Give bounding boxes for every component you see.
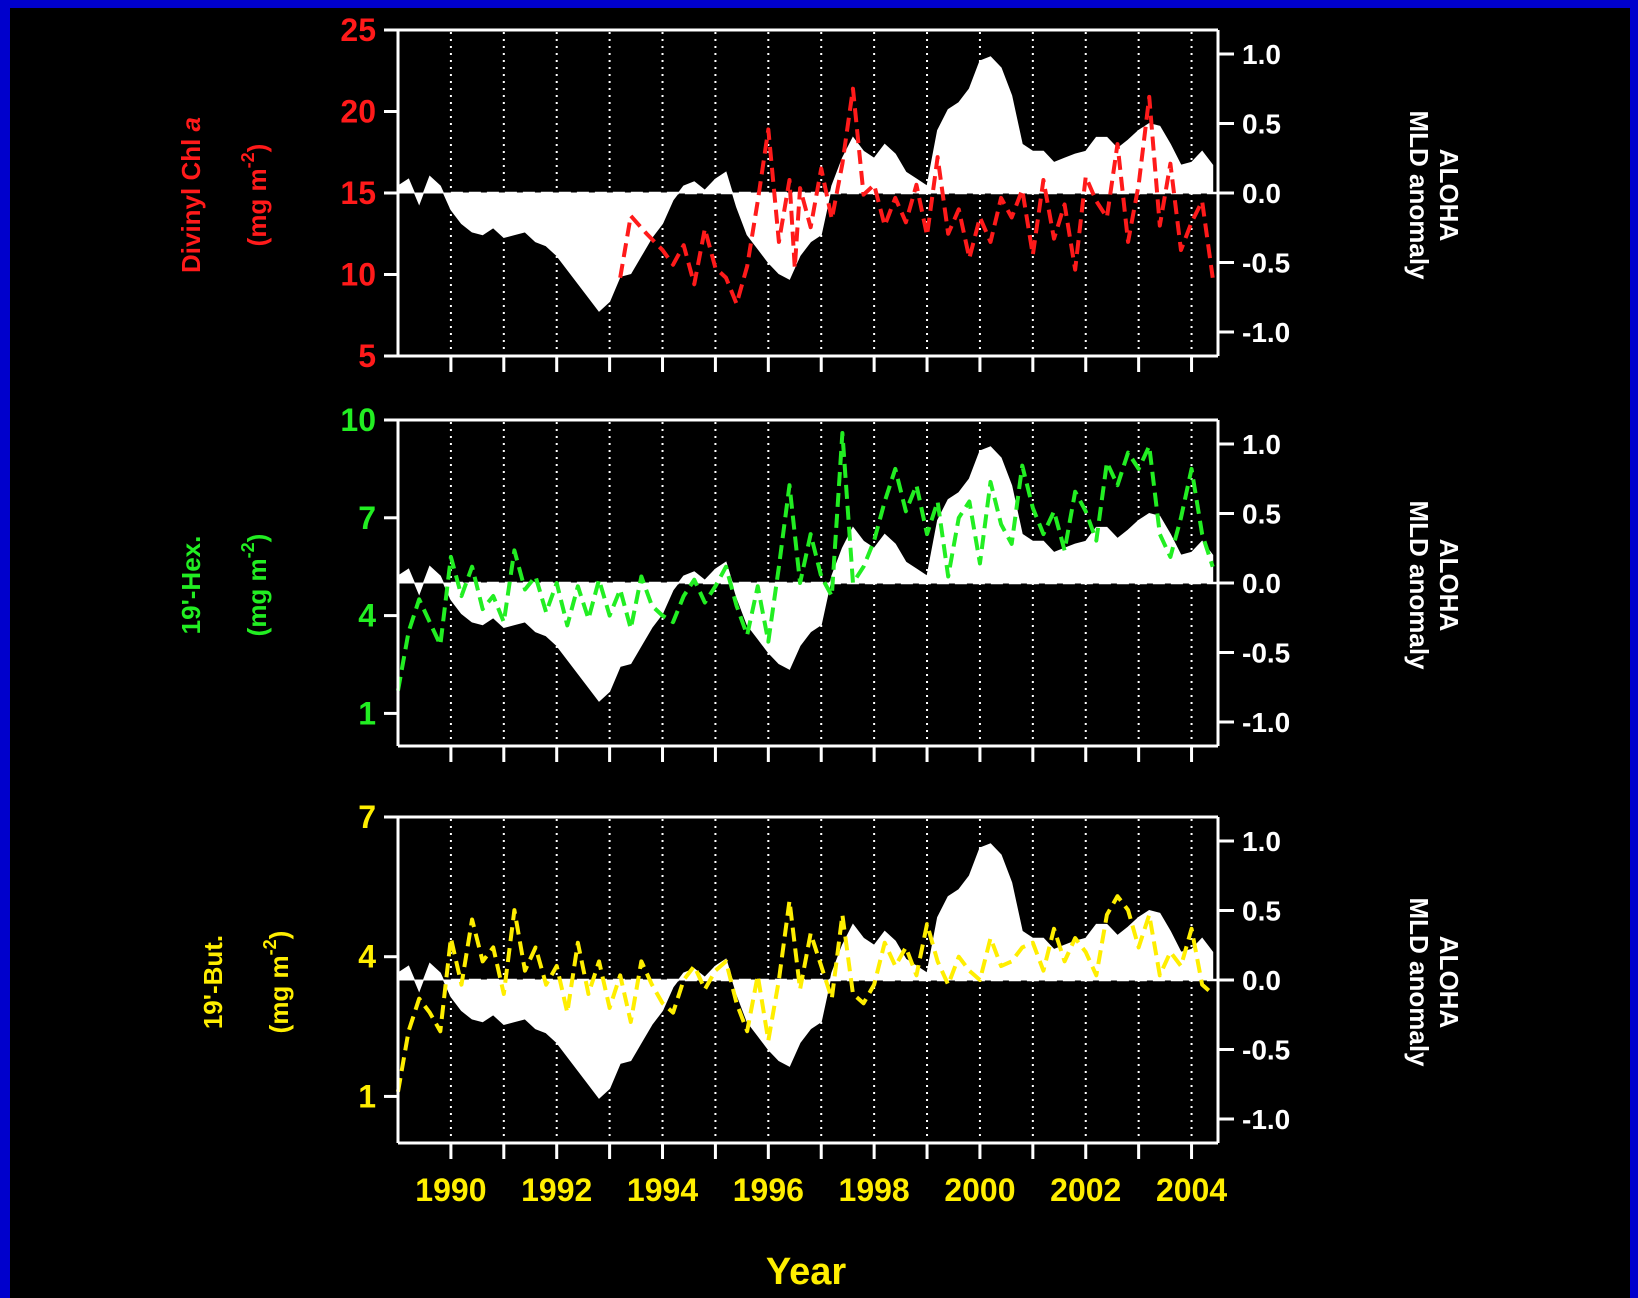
right-tick-label: 1.0 — [1242, 826, 1281, 857]
svg-text:Divinyl Chl a: Divinyl Chl a — [176, 117, 206, 273]
panel-3-right-label-line2: MLD anomaly — [1404, 897, 1434, 1067]
panel-1-left-label-italic: a — [176, 117, 206, 131]
svg-text:(mg m-2): (mg m-2) — [238, 534, 272, 637]
right-tick-label: 0.0 — [1242, 965, 1281, 996]
right-tick-label: -1.0 — [1242, 317, 1290, 348]
right-tick-label: -0.5 — [1242, 638, 1290, 669]
pigment-series-line — [396, 431, 1215, 691]
year-tick-label-1994: 1994 — [627, 1172, 698, 1208]
panel-3-right-label-line1: ALOHA — [1434, 936, 1464, 1029]
right-tick-label: -1.0 — [1242, 1104, 1290, 1135]
right-tick-label: 0.5 — [1242, 109, 1281, 140]
right-tick-label: 1.0 — [1242, 39, 1281, 70]
left-tick-label: 7 — [358, 799, 376, 835]
panel-1-right-label-line2: MLD anomaly — [1404, 110, 1434, 280]
panel-2-left-label-close: ) — [242, 534, 272, 543]
panel-3-left-label-line1: 19'-But. — [198, 935, 228, 1029]
left-tick-label: 20 — [340, 94, 376, 130]
year-tick-label-1998: 1998 — [839, 1172, 910, 1208]
panel-2-left-label-line1: 19'-Hex. — [176, 536, 206, 635]
right-tick-label: -0.5 — [1242, 1035, 1290, 1066]
pigment-series-line — [618, 86, 1215, 306]
left-tick-label: 10 — [340, 402, 376, 438]
right-tick-label: -0.5 — [1242, 248, 1290, 279]
pigment-series-line — [396, 894, 1215, 1093]
left-tick-label: 4 — [358, 598, 376, 634]
right-tick-label: 1.0 — [1242, 429, 1281, 460]
panel-3-left-label-sup: -2 — [260, 939, 280, 955]
svg-text:(mg m-2): (mg m-2) — [238, 144, 272, 247]
svg-text:(mg m-2): (mg m-2) — [260, 931, 294, 1034]
left-tick-label: 1 — [358, 695, 376, 731]
panel-2-right-label-line1: ALOHA — [1434, 539, 1464, 632]
left-tick-label: 5 — [358, 338, 376, 374]
right-tick-label: -1.0 — [1242, 707, 1290, 738]
panel-1-left-label-close: ) — [242, 144, 272, 153]
left-tick-label: 15 — [340, 175, 376, 211]
x-axis-label: Year — [766, 1251, 847, 1293]
right-tick-label: 0.0 — [1242, 178, 1281, 209]
left-tick-label: 10 — [340, 257, 376, 293]
year-tick-label-2000: 2000 — [944, 1172, 1015, 1208]
panel-2-right-label: ALOHA MLD anomaly — [1404, 500, 1464, 670]
left-tick-label: 25 — [340, 12, 376, 48]
year-tick-label-2004: 2004 — [1156, 1172, 1227, 1208]
panel-1-left-label-sup: -2 — [238, 152, 258, 168]
panel-1-left-label-unit: (mg m — [242, 168, 272, 246]
left-tick-label: 7 — [358, 500, 376, 536]
panel-3: 1 4 7 -1.0 -0.5 0.0 0.5 1.0 1990 1992 1994 1996 1998… — [358, 799, 1290, 1208]
panel-2-right-label-line2: MLD anomaly — [1404, 500, 1434, 670]
left-tick-label: 1 — [358, 1078, 376, 1114]
mld-anomaly-area — [397, 56, 1214, 312]
panel-1-right-label-line1: ALOHA — [1434, 149, 1464, 242]
mld-anomaly-area — [397, 843, 1214, 1099]
panel-2-left-label: 19'-Hex. (mg m-2) — [176, 534, 272, 637]
right-tick-label: 0.5 — [1242, 896, 1281, 927]
panel-2: 1 4 7 10 -1.0 -0.5 0.0 0.5 1.0 — [340, 402, 1290, 762]
panel-1-right-label: ALOHA MLD anomaly — [1404, 110, 1464, 280]
panel-3-left-label-unit: (mg m — [264, 955, 294, 1033]
panel-1-left-label: Divinyl Chl a (mg m-2) — [176, 117, 272, 273]
panel-3-left-label: 19'-But. (mg m-2) — [198, 931, 294, 1034]
right-tick-label: 0.5 — [1242, 499, 1281, 530]
panel-2-left-label-sup: -2 — [238, 542, 258, 558]
year-tick-label-2002: 2002 — [1050, 1172, 1121, 1208]
panel-3-left-label-close: ) — [264, 931, 294, 940]
panel-2-left-label-unit: (mg m — [242, 558, 272, 636]
year-tick-label-1992: 1992 — [521, 1172, 592, 1208]
panel-1-left-label-line1: Divinyl Chl — [176, 131, 206, 273]
left-tick-label: 4 — [358, 939, 376, 975]
panel-1: 5 10 15 20 25 -1.0 -0.5 0.0 0.5 1.0 — [340, 12, 1290, 374]
year-tick-label-1990: 1990 — [415, 1172, 486, 1208]
year-tick-label-1996: 1996 — [733, 1172, 804, 1208]
panel-3-right-label: ALOHA MLD anomaly — [1404, 897, 1464, 1067]
right-tick-label: 0.0 — [1242, 568, 1281, 599]
